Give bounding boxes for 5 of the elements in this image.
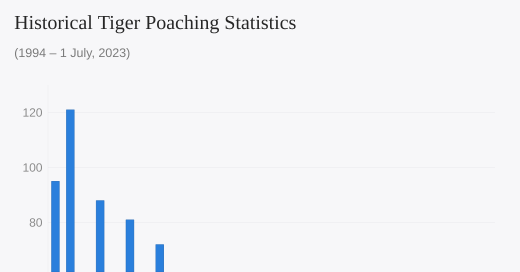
chart-subtitle: (1994 – 1 July, 2023) <box>14 48 130 60</box>
y-tick-label: 80 <box>30 218 42 227</box>
chart-title: Historical Tiger Poaching Statistics <box>14 15 296 34</box>
y-tick-label: 100 <box>23 163 42 172</box>
y-tick-label: 120 <box>23 108 42 117</box>
